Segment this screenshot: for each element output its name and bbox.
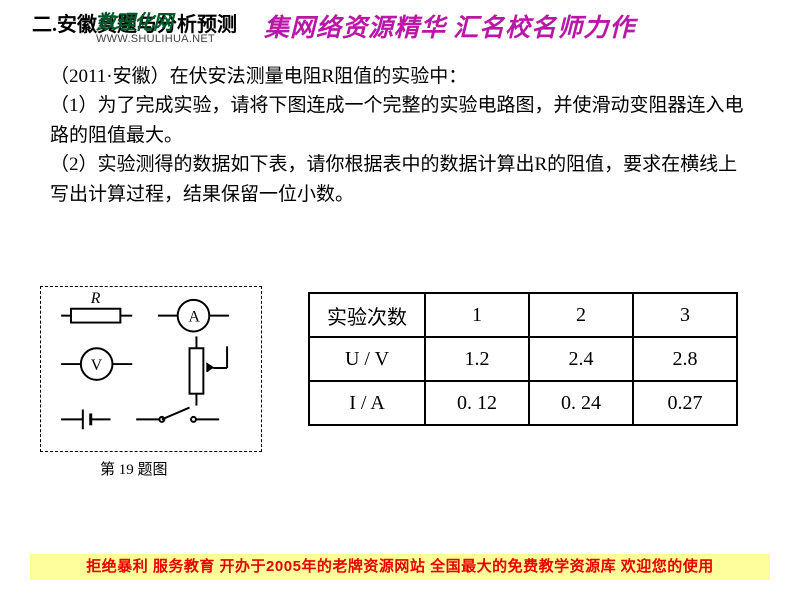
footer-banner: 拒绝暴利 服务教育 开办于2005年的老牌资源网站 全国最大的免费教学资源库 欢… (30, 554, 770, 580)
table-row: 实验次数 1 2 3 (309, 293, 737, 337)
table-cell: 2 (529, 293, 633, 337)
table-header: 实验次数 (309, 293, 425, 337)
table-cell: 0.27 (633, 381, 737, 425)
data-table: 实验次数 1 2 3 U / V 1.2 2.4 2.8 I / A 0. 12… (308, 292, 738, 426)
label-A: A (189, 309, 201, 326)
label-V: V (91, 357, 103, 374)
page-root: 二.安徽真题与分析预测 数理化网 WWW.SHULIHUA.NET 集网络资源精… (0, 0, 800, 600)
table-cell: 0. 24 (529, 381, 633, 425)
table-row: I / A 0. 12 0. 24 0.27 (309, 381, 737, 425)
circuit-svg: R A V (41, 287, 261, 451)
figure-caption: 第 19 题图 (100, 458, 168, 479)
table-cell: 2.4 (529, 337, 633, 381)
site-logo: 数理化网 WWW.SHULIHUA.NET (96, 6, 215, 45)
table-cell: 1.2 (425, 337, 529, 381)
table-cell: 1 (425, 293, 529, 337)
banner-slogan: 集网络资源精华 汇名校名师力作 (264, 8, 635, 44)
table-cell: U / V (309, 337, 425, 381)
table-cell: I / A (309, 381, 425, 425)
table-cell: 3 (633, 293, 737, 337)
paragraph-intro: （2011·安徽）在伏安法测量电阻R阻值的实验中： (50, 62, 750, 91)
logo-url: WWW.SHULIHUA.NET (96, 33, 215, 45)
table-row: U / V 1.2 2.4 2.8 (309, 337, 737, 381)
circuit-diagram: R A V (40, 286, 262, 452)
table-cell: 0. 12 (425, 381, 529, 425)
table-cell: 2.8 (633, 337, 737, 381)
body-text: （2011·安徽）在伏安法测量电阻R阻值的实验中： （1）为了完成实验，请将下图… (50, 62, 750, 209)
logo-text: 数理化网 (96, 6, 215, 35)
paragraph-q2: （2）实验测得的数据如下表，请你根据表中的数据计算出R的阻值，要求在横线上写出计… (50, 150, 750, 209)
label-R: R (90, 290, 101, 307)
paragraph-q1: （1）为了完成实验，请将下图连成一个完整的实验电路图，并使滑动变阻器连入电路的阻… (50, 91, 750, 150)
